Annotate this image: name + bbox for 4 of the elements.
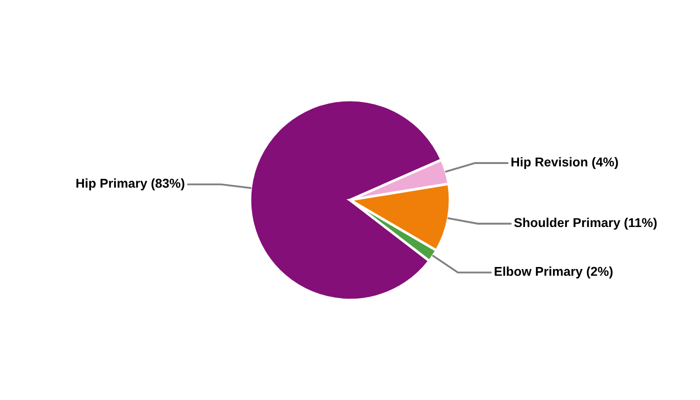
slice-label: Shoulder Primary (11%) (514, 218, 657, 230)
slice-label: Elbow Primary (2%) (494, 266, 613, 278)
slice-label: Hip Primary (83%) (76, 178, 184, 190)
slice-label: Hip Revision (4%) (512, 157, 618, 170)
